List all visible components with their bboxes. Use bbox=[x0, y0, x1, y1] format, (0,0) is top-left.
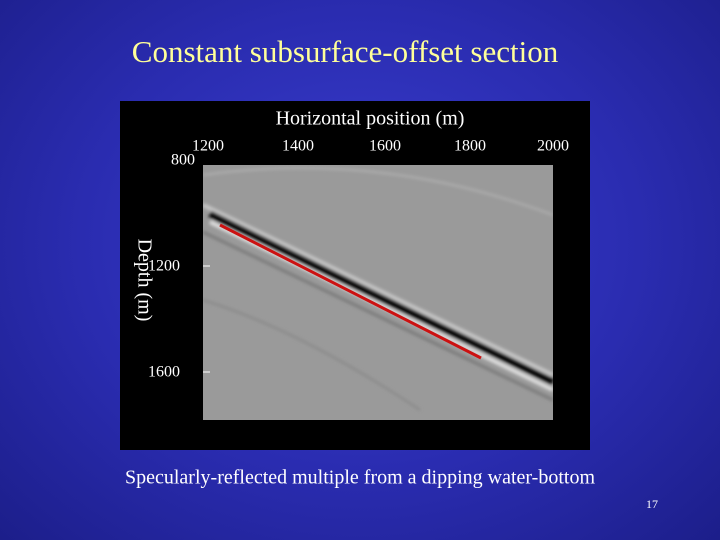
y-tick-label: 1600 bbox=[148, 364, 180, 381]
event bbox=[203, 299, 421, 411]
event bbox=[203, 203, 553, 377]
page-number: 17 bbox=[646, 497, 658, 511]
x-tick-label: 1800 bbox=[454, 138, 486, 155]
x-tick-label: 1600 bbox=[369, 138, 401, 155]
x-axis-label: Horizontal position (m) bbox=[276, 108, 465, 130]
y-tick-label: 800 bbox=[171, 152, 195, 169]
seismic-image bbox=[203, 165, 553, 420]
caption: Specularly-reflected multiple from a dip… bbox=[125, 467, 595, 489]
slide-title: Constant subsurface-offset section bbox=[132, 34, 559, 69]
y-tick-label: 1200 bbox=[148, 258, 180, 275]
x-tick-label: 1400 bbox=[282, 138, 314, 155]
x-tick-label: 2000 bbox=[537, 138, 569, 155]
event bbox=[203, 230, 553, 402]
interpreted-line bbox=[219, 223, 482, 360]
event bbox=[208, 210, 553, 386]
y-axis-label: Depth (m) bbox=[133, 239, 155, 322]
event bbox=[203, 167, 553, 216]
x-tick-label: 1200 bbox=[192, 138, 224, 155]
